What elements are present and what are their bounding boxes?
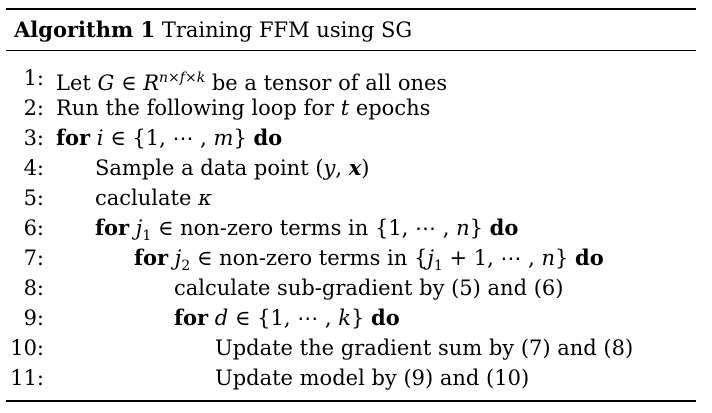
line-text: Let G ∈ Rn×f×k be a tensor of all ones [56, 70, 448, 95]
line-number: 10: [10, 336, 44, 360]
line-text: for j2 ∈ non-zero terms in {j1 + 1, ⋯ , … [134, 245, 604, 275]
line-number: 9: [23, 306, 44, 330]
line-text: Update model by (9) and (10) [215, 366, 530, 390]
algorithm-caption: Algorithm 1 Training FFM using SG [6, 10, 696, 50]
line-number: 8: [23, 276, 44, 300]
line-number: 4: [23, 156, 44, 180]
algorithm-block: Algorithm 1 Training FFM using SG 1: Let… [6, 8, 696, 390]
line-text: calculate sub-gradient by (5) and (6) [174, 276, 564, 300]
line-text: Sample a data point (y, x) [95, 155, 370, 180]
line-text: caclulate κ [95, 186, 212, 210]
line-number: 6: [23, 216, 44, 240]
top-rule [6, 8, 696, 10]
line-text: for j1 ∈ non-zero terms in {1, ⋯ , n} do [95, 215, 519, 245]
line-text: Run the following loop for t epochs [56, 96, 431, 120]
line-number: 5: [23, 186, 44, 210]
line-text: Update the gradient sum by (7) and (8) [215, 336, 634, 360]
bottom-rule [6, 400, 696, 402]
line-text: for d ∈ {1, ⋯ , k} do [174, 305, 400, 330]
line-number: 3: [23, 126, 44, 150]
algorithm-label: Algorithm 1 [14, 17, 156, 42]
algorithm-title: Training FFM using SG [161, 18, 413, 42]
line-number: 2: [23, 96, 44, 120]
caption-rule [6, 50, 696, 51]
line-text: for i ∈ {1, ⋯ , m} do [56, 125, 283, 150]
line-number: 7: [23, 246, 44, 270]
line-number: 1: [23, 66, 44, 90]
line-number: 11: [10, 366, 44, 390]
